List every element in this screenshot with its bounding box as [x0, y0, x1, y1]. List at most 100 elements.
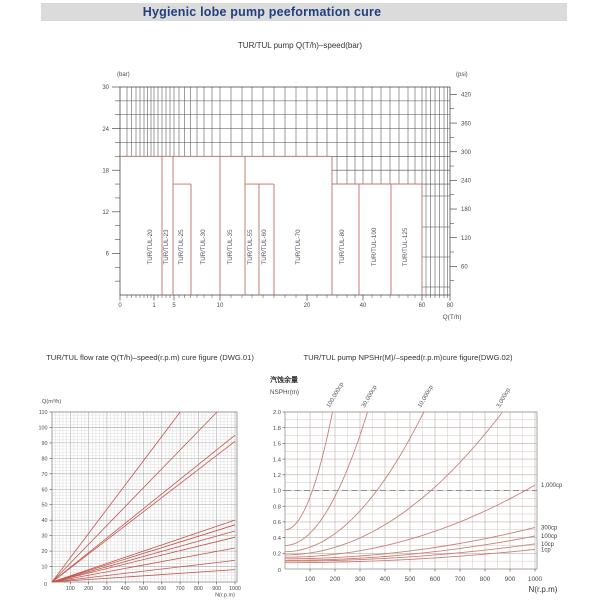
flow-x-tick-label: 600: [157, 586, 166, 592]
flow-x-tick-label: 200: [84, 586, 93, 592]
flow-y-tick-label: 70: [42, 472, 48, 478]
flow-line: [51, 411, 218, 583]
psi-tick-label: 120: [461, 236, 472, 242]
main-chart-title: TUR/TUL pump Q(T/h)–speed(bar): [237, 41, 363, 50]
viscosity-curve-label: 1cp: [541, 547, 551, 553]
viscosity-curve: [284, 411, 333, 531]
npsh-y-tick-label: 0.4: [273, 536, 282, 542]
viscosity-curve-label: 30,000cp: [361, 384, 379, 409]
npsh-y-tick-label: 0.2: [273, 552, 281, 558]
flow-x-tick-label: 100: [66, 586, 75, 592]
pump-model-label: TUR/TUL-60: [261, 229, 268, 265]
psi-tick-label: 240: [461, 179, 472, 185]
npsh-y-tick-label: 1.4: [273, 457, 282, 463]
npsh-x-tick-label: 200: [330, 576, 341, 583]
x-tick-label: 0: [118, 303, 122, 309]
bar-tick-label: 30: [102, 85, 109, 91]
flow-y-tick-label: 10: [42, 565, 48, 571]
flow-line: [51, 411, 181, 583]
npsh-y-tick-label: 2.0: [273, 410, 281, 416]
npsh-x-tick-label: 900: [505, 576, 516, 583]
main-pressure-chart: (bar)302418126(psi)420360300240180120600…: [102, 72, 471, 321]
npsh-chart-title: TUR/TUL pump NPSHr(M)/–speed(r.p.m)cure …: [303, 353, 513, 362]
npsh-y-axis-caption-cn: 汽蚀余量: [270, 375, 298, 384]
npsh-y-tick-label: 1.2: [273, 473, 281, 479]
flow-x-axis-caption: N(r.p.m): [215, 593, 235, 599]
plot-border: [51, 411, 238, 583]
npsh-y-axis-caption: NSPHr(m): [270, 389, 299, 396]
psi-tick-label: 420: [461, 93, 472, 99]
x-tick-label: 10: [217, 303, 224, 309]
bar-tick-label: 18: [102, 168, 109, 174]
viscosity-curve: [285, 548, 536, 564]
flow-x-tick-label: 500: [139, 586, 148, 592]
x-axis-caption: Q(T/h): [443, 314, 462, 321]
flow-chart-title: TUR/TUL flow rate Q(T/h)–speed(r.p.m) cu…: [46, 353, 254, 362]
flow-x-tick-label: 400: [121, 586, 130, 592]
bar-tick-label: 12: [102, 210, 109, 216]
pump-model-label: TUR/TUL-25: [178, 229, 185, 265]
npsh-y-tick-label: 1.6: [273, 442, 281, 448]
flow-x-tick-label: 700: [176, 586, 185, 592]
flow-line: [51, 536, 236, 583]
viscosity-curve: [284, 411, 368, 546]
flow-x-tick-label: 300: [102, 586, 111, 592]
viscosity-curve-label: 100,000cp: [326, 381, 346, 409]
bar-tick-label: 6: [106, 252, 110, 258]
flow-line: [51, 441, 236, 583]
flow-y-tick-label: 110: [39, 410, 48, 416]
flow-x-tick-label: 800: [194, 586, 203, 592]
viscosity-curve-label: 1,000cp: [541, 483, 563, 489]
npsh-x-axis-caption: N(r.p.m): [529, 585, 558, 594]
x-tick-label: 60: [419, 303, 426, 309]
npsh-x-tick-label: 300: [355, 576, 366, 583]
npsh-x-tick-label: 1000: [528, 576, 543, 583]
viscosity-curve: [284, 535, 536, 561]
flow-y-axis-caption: Q(m³/h): [42, 399, 61, 405]
pump-model-label: TUR/TUL-100: [371, 227, 378, 266]
psi-tick-label: 360: [461, 121, 472, 127]
npsh-y-tick-label: 1.8: [273, 426, 281, 432]
page-title: Hygienic lobe pump peeformation cure: [142, 5, 382, 19]
flow-y-tick-label: 20: [42, 549, 48, 555]
flow-y-tick-label: 80: [42, 456, 48, 462]
npsh-chart: 100,000cp 30,000cp 10,000cp 3,000cp 1,000cp 3…: [270, 375, 563, 594]
npsh-origin-label: 0: [278, 568, 281, 574]
pump-model-label: TUR/TUL-35: [227, 229, 234, 265]
viscosity-curve-label: 300cp: [541, 525, 558, 531]
viscosity-curve: [285, 543, 536, 562]
pump-model-label: TUR/TUL-80: [339, 229, 346, 265]
flow-line: [51, 524, 236, 583]
pump-model-label: TUR/TUL-30: [200, 229, 207, 265]
flow-x-tick-label: 1000: [229, 586, 241, 592]
npsh-y-tick-label: 0.8: [273, 504, 281, 510]
flow-y-tick-label: 30: [42, 534, 48, 540]
flow-x-tick-label: 900: [212, 586, 221, 592]
npsh-x-tick-label: 800: [480, 576, 491, 583]
psi-tick-label: 180: [461, 207, 472, 213]
flow-y-tick-label: 60: [42, 487, 48, 493]
flow-origin-label: 0: [44, 582, 47, 588]
npsh-x-tick-label: 500: [405, 576, 416, 583]
x-tick-label: 40: [360, 303, 367, 309]
x-tick-label: 80: [447, 303, 454, 309]
flow-line: [51, 530, 236, 583]
viscosity-curve: [285, 526, 536, 560]
x-tick-label: 20: [304, 303, 311, 309]
x-tick-label: 1: [152, 303, 156, 309]
pump-model-label: TUR/TUL-55: [247, 229, 254, 265]
pump-model-label: TUR/TUL-23: [163, 229, 170, 265]
viscosity-curve-label: 10cp: [541, 542, 555, 548]
page-title-bar: Hygienic lobe pump peeformation cure: [41, 3, 567, 21]
psi-tick-label: 300: [461, 150, 472, 156]
flow-y-tick-label: 100: [39, 425, 48, 431]
pump-model-label: TUR/TUL-125: [402, 227, 409, 266]
flow-line: [51, 559, 236, 583]
flow-line: [51, 519, 236, 583]
flow-line: [51, 434, 236, 583]
flow-y-tick-label: 50: [42, 503, 48, 509]
x-tick-label: 5: [172, 303, 176, 309]
